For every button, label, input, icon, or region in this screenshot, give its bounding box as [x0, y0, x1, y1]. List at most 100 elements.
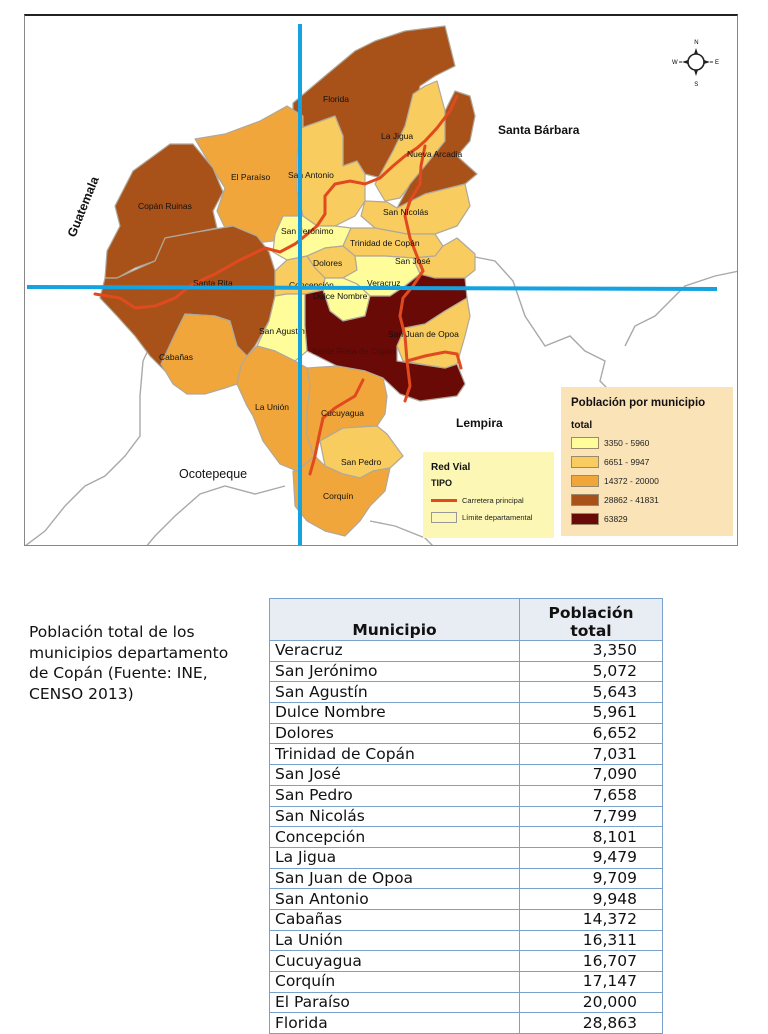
cell-poblacion: 7,799	[519, 805, 663, 828]
svg-text:San Nicolás: San Nicolás	[383, 207, 428, 217]
legend-swatch	[571, 456, 599, 468]
table-row: Dolores 6,652	[269, 722, 663, 745]
cell-municipio: La Unión	[269, 929, 520, 952]
cell-poblacion: 28,863	[519, 1012, 663, 1034]
table-row: Concepción 8,101	[269, 826, 663, 848]
svg-text:Dulce Nombre: Dulce Nombre	[313, 291, 368, 301]
legend-class-4: 28862 - 41831	[571, 493, 659, 507]
cell-municipio: El Paraíso	[269, 991, 520, 1014]
cell-poblacion: 7,090	[519, 764, 663, 786]
table-row: San Antonio 9,948	[269, 888, 663, 910]
legend-swatch	[571, 475, 599, 487]
svg-text:El Paraíso: El Paraíso	[231, 172, 270, 182]
municipio-san-nicolas	[360, 183, 471, 235]
table-row: San José 7,090	[269, 764, 663, 786]
label-ocotepeque: Ocotepeque	[179, 467, 247, 481]
svg-text:Dolores: Dolores	[313, 258, 342, 268]
table-row: Dulce Nombre 5,961	[269, 702, 663, 724]
road-legend-subtitle: TIPO	[431, 478, 453, 488]
table-row: La Jigua 9,479	[269, 846, 663, 869]
table-row: Corquín 17,147	[269, 971, 663, 993]
cell-municipio: Dolores	[269, 722, 520, 745]
table-row: Cabañas 14,372	[269, 908, 663, 931]
compass-rose-icon: N S W E	[672, 40, 719, 88]
table-row: San Agustín 5,643	[269, 681, 663, 704]
legend-swatch	[571, 437, 599, 449]
label-lempira: Lempira	[456, 416, 503, 430]
legend-class-5: 63829	[571, 512, 628, 526]
road-legend-main-road: Carretera principal	[431, 496, 524, 505]
label-guatemala: Guatemala	[65, 174, 102, 239]
department-boundaries	[25, 255, 737, 545]
cell-municipio: San José	[269, 764, 520, 786]
cell-poblacion: 9,709	[519, 867, 663, 890]
svg-text:La Jigua: La Jigua	[381, 131, 413, 141]
cell-municipio: San Jerónimo	[269, 660, 520, 683]
legend-class-3: 14372 - 20000	[571, 474, 659, 488]
svg-text:S: S	[694, 82, 698, 88]
table-row: San Pedro 7,658	[269, 784, 663, 807]
cell-poblacion: 3,350	[519, 640, 663, 662]
header-municipio: Municipio	[269, 598, 520, 641]
cell-municipio: Cabañas	[269, 908, 520, 931]
cell-poblacion: 8,101	[519, 826, 663, 848]
cell-poblacion: 5,072	[519, 660, 663, 683]
cell-municipio: San Agustín	[269, 681, 520, 704]
map-canvas: Guatemala Santa Bárbara Lempira Ocotepeq…	[25, 24, 737, 545]
cell-municipio: Concepción	[269, 826, 520, 848]
cell-municipio: Dulce Nombre	[269, 702, 520, 724]
municipio-nueva-arcadia	[396, 90, 478, 209]
cell-municipio: Cucuyagua	[269, 950, 520, 972]
table-row: San Jerónimo 5,072	[269, 660, 663, 683]
cell-poblacion: 16,311	[519, 929, 663, 952]
road-legend: Red Vial TIPO Carretera principal Límite…	[423, 452, 554, 538]
table-row: Cucuyagua 16,707	[269, 950, 663, 972]
cell-poblacion: 9,479	[519, 846, 663, 869]
svg-text:Trinidad de Copán: Trinidad de Copán	[350, 238, 420, 248]
legend-swatch	[571, 494, 599, 506]
header-poblacion: Población total	[519, 598, 663, 641]
cell-poblacion: 7,658	[519, 784, 663, 807]
svg-text:Florida: Florida	[323, 94, 349, 104]
legend-class-2: 6651 - 9947	[571, 455, 649, 469]
cell-poblacion: 16,707	[519, 950, 663, 972]
svg-text:San José: San José	[395, 256, 431, 266]
table-caption: Población total de los municipios depart…	[29, 623, 229, 703]
svg-text:San Juan de Opoa: San Juan de Opoa	[388, 329, 459, 339]
cell-municipio: San Juan de Opoa	[269, 867, 520, 890]
cell-poblacion: 20,000	[519, 991, 663, 1014]
svg-text:Nueva Arcadia: Nueva Arcadia	[407, 149, 463, 159]
table-row: San Juan de Opoa 9,709	[269, 867, 663, 890]
cell-municipio: Florida	[269, 1012, 520, 1034]
svg-text:N: N	[694, 40, 698, 46]
cell-poblacion: 5,961	[519, 702, 663, 724]
svg-text:E: E	[715, 60, 719, 66]
municipio-labels: Florida La Jigua Nueva Arcadia El Paraís…	[138, 94, 463, 501]
population-legend-title: Población por municipio	[571, 397, 706, 409]
choropleth-map: Guatemala Santa Bárbara Lempira Ocotepeq…	[24, 14, 738, 546]
cell-municipio: San Nicolás	[269, 805, 520, 828]
cell-municipio: La Jigua	[269, 846, 520, 869]
table-row: La Unión 16,311	[269, 929, 663, 952]
svg-text:San Agustín: San Agustín	[259, 326, 305, 336]
population-legend: Población por municipio total 3350 - 596…	[561, 387, 733, 536]
road-legend-title: Red Vial	[431, 462, 471, 473]
cell-poblacion: 5,643	[519, 681, 663, 704]
road-line-icon	[431, 499, 457, 502]
cell-poblacion: 14,372	[519, 908, 663, 931]
cell-municipio: Veracruz	[269, 640, 520, 662]
svg-text:Concepción: Concepción	[289, 280, 334, 290]
table-row: Florida 28,863	[269, 1012, 663, 1034]
boundary-box-icon	[431, 512, 457, 523]
municipio-corquin	[292, 455, 391, 537]
cell-municipio: San Antonio	[269, 888, 520, 910]
legend-swatch	[571, 513, 599, 525]
municipio-san-juan-opoa	[396, 297, 471, 369]
legend-class-1: 3350 - 5960	[571, 436, 649, 450]
cell-poblacion: 9,948	[519, 888, 663, 910]
svg-text:Veracruz: Veracruz	[367, 278, 401, 288]
svg-text:Santa Rita: Santa Rita	[193, 278, 233, 288]
cell-municipio: San Pedro	[269, 784, 520, 807]
population-legend-subtitle: total	[571, 420, 593, 431]
svg-text:Cabañas: Cabañas	[159, 352, 193, 362]
